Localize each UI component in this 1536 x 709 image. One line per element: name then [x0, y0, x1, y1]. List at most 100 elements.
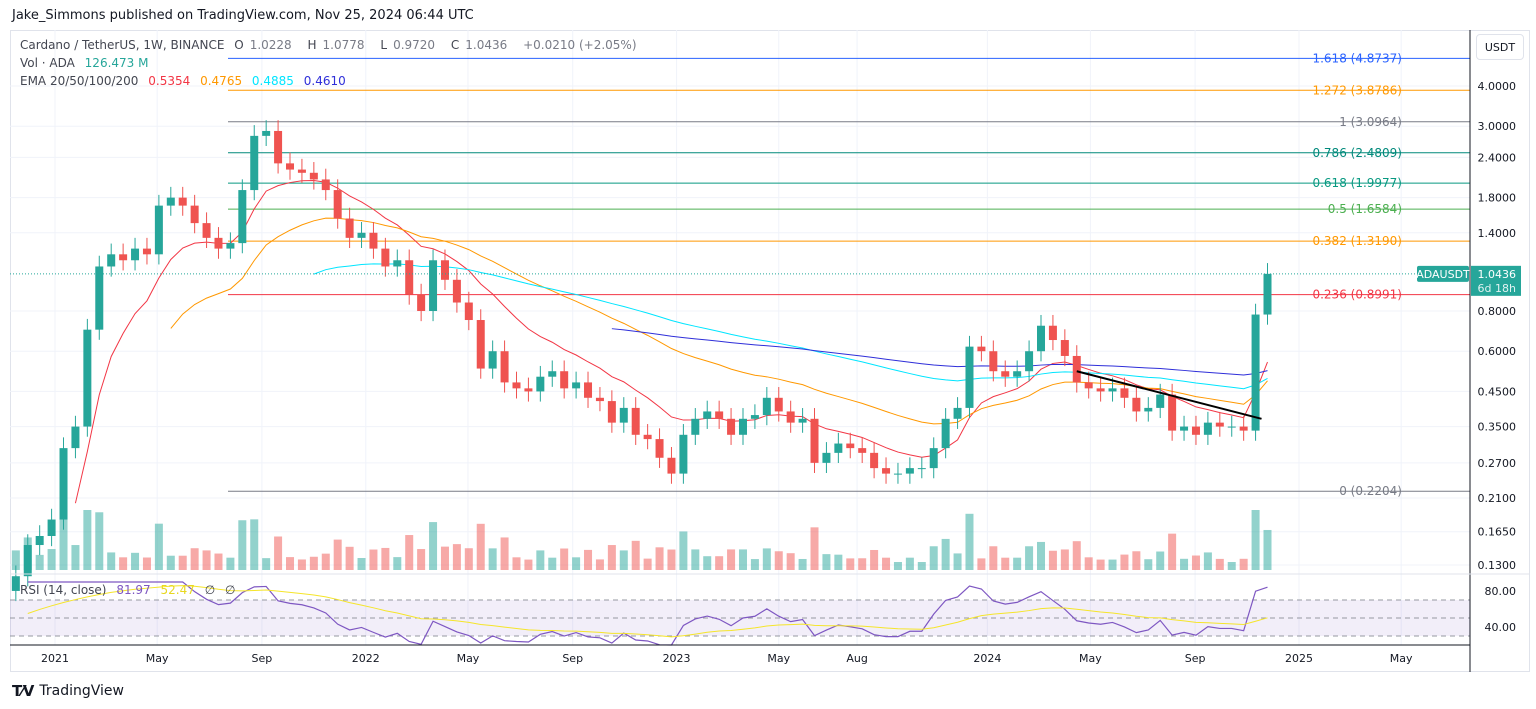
candle-body[interactable]: [333, 190, 342, 219]
ema-label[interactable]: EMA 20/50/100/200: [20, 74, 139, 88]
candle-body[interactable]: [584, 382, 593, 398]
candle-body[interactable]: [941, 418, 950, 449]
candle-body[interactable]: [488, 351, 497, 369]
candle-body[interactable]: [131, 248, 140, 261]
candle-body[interactable]: [1251, 314, 1260, 431]
candle-body[interactable]: [893, 473, 902, 475]
candle-body[interactable]: [774, 397, 783, 412]
candle-body[interactable]: [1096, 388, 1105, 392]
candle-body[interactable]: [107, 254, 116, 267]
trendline[interactable]: [1076, 370, 1262, 420]
candle-body[interactable]: [59, 448, 68, 520]
candle-body[interactable]: [1048, 325, 1057, 341]
candle-body[interactable]: [309, 172, 318, 180]
candle-body[interactable]: [1084, 382, 1093, 389]
candle-body[interactable]: [679, 434, 688, 474]
candle-body[interactable]: [631, 407, 640, 435]
candle-body[interactable]: [262, 130, 271, 136]
candle-body[interactable]: [1263, 273, 1272, 315]
candle-body[interactable]: [417, 294, 426, 311]
candle-body[interactable]: [810, 418, 819, 463]
candle-body[interactable]: [905, 468, 914, 474]
candle-body[interactable]: [1191, 426, 1200, 435]
candle-body[interactable]: [691, 418, 700, 435]
candle-body[interactable]: [250, 135, 259, 191]
candle-body[interactable]: [727, 418, 736, 435]
candle-body[interactable]: [762, 397, 771, 416]
candle-body[interactable]: [23, 545, 32, 577]
candle-body[interactable]: [321, 179, 330, 191]
candle-body[interactable]: [345, 218, 354, 238]
candle-body[interactable]: [595, 397, 604, 402]
candle-body[interactable]: [11, 576, 20, 591]
candle-body[interactable]: [154, 205, 163, 255]
candle-body[interactable]: [190, 205, 199, 224]
candle-body[interactable]: [1180, 426, 1189, 431]
candle-body[interactable]: [738, 418, 747, 435]
candle-body[interactable]: [786, 411, 795, 423]
currency-button[interactable]: USDT: [1476, 34, 1524, 60]
candle-body[interactable]: [464, 302, 473, 321]
candle-body[interactable]: [381, 248, 390, 267]
candle-body[interactable]: [274, 130, 283, 164]
candle-body[interactable]: [798, 418, 807, 423]
candle-body[interactable]: [35, 535, 44, 546]
candle-body[interactable]: [703, 411, 712, 419]
candle-body[interactable]: [1025, 351, 1034, 372]
candle-body[interactable]: [1120, 388, 1129, 398]
candle-body[interactable]: [560, 371, 569, 389]
candle-body[interactable]: [83, 329, 92, 427]
candle-body[interactable]: [1168, 394, 1177, 431]
candle-body[interactable]: [238, 190, 247, 244]
rsi-label[interactable]: RSI (14, close): [20, 583, 107, 597]
candle-body[interactable]: [71, 426, 80, 449]
candle-body[interactable]: [548, 371, 557, 377]
candle-body[interactable]: [178, 197, 187, 206]
candle-body[interactable]: [834, 443, 843, 453]
candle-body[interactable]: [476, 320, 485, 369]
candle-body[interactable]: [1037, 325, 1046, 352]
candle-body[interactable]: [369, 232, 378, 249]
candle-body[interactable]: [1203, 422, 1212, 435]
candle-body[interactable]: [989, 351, 998, 372]
candle-body[interactable]: [1239, 426, 1248, 431]
candle-body[interactable]: [95, 266, 104, 330]
candle-body[interactable]: [500, 351, 509, 383]
candle-body[interactable]: [1072, 355, 1081, 383]
candle-body[interactable]: [357, 232, 366, 238]
candle-body[interactable]: [1108, 388, 1117, 392]
candle-body[interactable]: [452, 279, 461, 303]
candle-body[interactable]: [1215, 422, 1224, 427]
candle-body[interactable]: [977, 346, 986, 352]
candle-body[interactable]: [226, 243, 235, 249]
candle-body[interactable]: [142, 248, 151, 255]
candle-body[interactable]: [512, 382, 521, 389]
candle-body[interactable]: [286, 163, 295, 170]
candle-body[interactable]: [1013, 371, 1022, 377]
candle-body[interactable]: [405, 260, 414, 295]
candle-body[interactable]: [1001, 371, 1010, 377]
candle-body[interactable]: [822, 452, 831, 463]
candle-body[interactable]: [643, 434, 652, 440]
volume-label[interactable]: Vol · ADA: [20, 56, 75, 70]
candle-body[interactable]: [440, 260, 449, 280]
candle-body[interactable]: [846, 443, 855, 449]
candle-body[interactable]: [202, 223, 211, 238]
candle-body[interactable]: [1156, 394, 1165, 408]
candle-body[interactable]: [965, 346, 974, 408]
candle-body[interactable]: [393, 260, 402, 267]
candle-body[interactable]: [1144, 407, 1153, 412]
candle-body[interactable]: [667, 457, 676, 474]
candle-body[interactable]: [1132, 397, 1141, 412]
candle-body[interactable]: [119, 254, 128, 261]
candle-body[interactable]: [715, 411, 724, 419]
candle-body[interactable]: [607, 401, 616, 423]
candle-body[interactable]: [297, 169, 306, 173]
candle-body[interactable]: [619, 407, 628, 423]
candle-body[interactable]: [166, 197, 175, 206]
candle-body[interactable]: [750, 415, 759, 419]
candle-body[interactable]: [572, 382, 581, 389]
candle-body[interactable]: [917, 468, 926, 470]
candle-body[interactable]: [214, 237, 223, 249]
